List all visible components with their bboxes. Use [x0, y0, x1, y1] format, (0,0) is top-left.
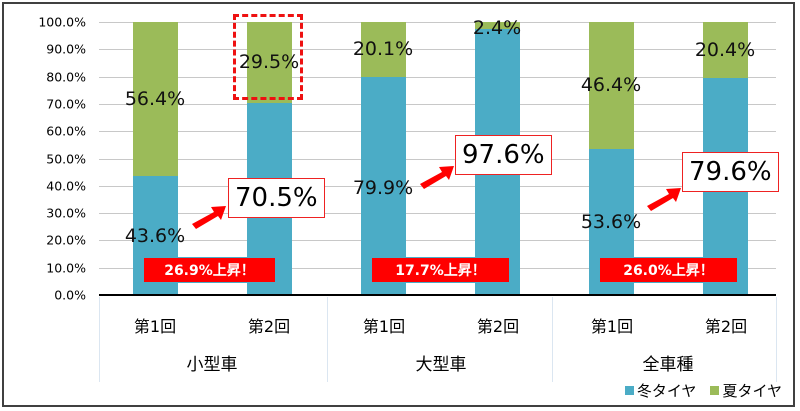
y-tick-label: 70.0% — [46, 96, 86, 112]
x-label-group-all: 全車種 — [642, 355, 694, 375]
y-tick-label: 100.0% — [38, 14, 86, 30]
x-label-group-large: 大型車 — [415, 355, 467, 375]
arrow-icon-large — [420, 166, 454, 189]
y-tick-label: 60.0% — [46, 123, 86, 139]
y-tick-label: 80.0% — [46, 69, 86, 85]
category-separator — [776, 297, 777, 382]
gridline — [99, 213, 776, 214]
gridline — [99, 49, 776, 50]
x-axis-line — [99, 294, 776, 296]
legend-label-summer: 夏タイヤ — [722, 382, 782, 400]
category-separator — [552, 297, 553, 382]
bar-segment-summer — [361, 22, 406, 77]
x-label-group-small: 小型車 — [186, 355, 238, 375]
y-tick-label: 0.0% — [54, 287, 86, 303]
data-label-winter: 79.9% — [352, 177, 414, 199]
y-tick-label: 40.0% — [46, 178, 86, 194]
bar-stack — [589, 22, 634, 295]
gridline — [99, 186, 776, 187]
data-label-summer: 2.4% — [472, 17, 522, 39]
gridline — [99, 22, 776, 23]
bar-segment-summer — [247, 22, 292, 103]
gridline — [99, 104, 776, 105]
y-tick-label: 30.0% — [46, 205, 86, 221]
callout-all-second: 79.6% — [682, 152, 779, 192]
gridline — [99, 159, 776, 160]
legend-label-winter: 冬タイヤ — [636, 382, 697, 400]
highlight-box — [233, 14, 303, 100]
legend-item-winter: 冬タイヤ — [624, 380, 697, 401]
category-separator — [99, 297, 100, 382]
bar-segment-summer — [703, 22, 748, 78]
gridline — [99, 240, 776, 241]
data-label-summer: 29.5% — [238, 51, 300, 74]
x-label-sub: 第1回 — [362, 317, 406, 336]
arrow-icon-small — [192, 206, 226, 229]
summer-swatch-icon — [710, 386, 720, 395]
gridline — [99, 131, 776, 132]
arrow-icon-all — [647, 188, 681, 211]
x-label-sub: 第2回 — [704, 317, 748, 336]
data-label-summer: 20.4% — [694, 38, 756, 61]
x-label-sub: 第1回 — [133, 317, 177, 336]
data-label-summer: 46.4% — [580, 74, 642, 97]
data-label-winter: 43.6% — [124, 225, 186, 247]
bar-segment-summer — [475, 22, 520, 29]
legend: 冬タイヤ 夏タイヤ — [624, 380, 782, 401]
rise-badge-large: 17.7%上昇！ — [371, 257, 510, 283]
callout-large-second: 97.6% — [455, 135, 552, 175]
y-tick-label: 20.0% — [46, 232, 86, 248]
y-tick-label: 50.0% — [46, 151, 86, 166]
bar-stack — [133, 22, 178, 295]
winter-swatch-icon — [624, 386, 634, 395]
x-label-sub: 第2回 — [476, 317, 520, 336]
legend-item-summer: 夏タイヤ — [710, 380, 782, 401]
gridline — [99, 77, 776, 78]
data-label-summer: 56.4% — [124, 87, 186, 110]
rise-badge-small: 26.9%上昇！ — [143, 257, 276, 283]
rise-badge-all: 26.0%上昇！ — [599, 257, 738, 283]
category-separator — [327, 297, 328, 382]
callout-small-second: 70.5% — [228, 178, 325, 218]
bar-segment-summer — [133, 22, 178, 176]
x-label-sub: 第1回 — [590, 317, 634, 336]
x-label-sub: 第2回 — [247, 317, 291, 336]
y-tick-label: 90.0% — [46, 41, 86, 57]
y-tick-label: 10.0% — [46, 260, 86, 276]
data-label-winter: 53.6% — [580, 211, 642, 233]
bar-stack — [361, 22, 406, 295]
bar-segment-summer — [589, 22, 634, 149]
data-label-summer: 20.1% — [352, 38, 414, 61]
